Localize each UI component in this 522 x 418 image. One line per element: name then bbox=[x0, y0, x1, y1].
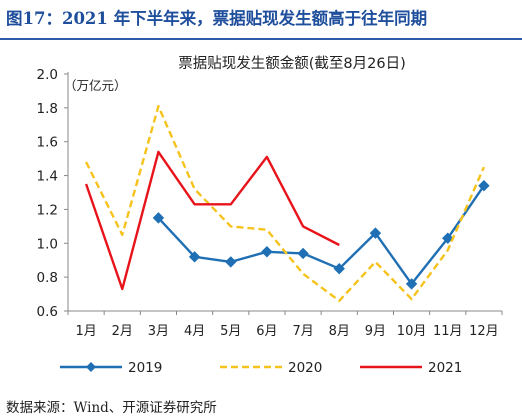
series-line-2021 bbox=[84, 150, 340, 291]
axes: 0.6 0.8 1.0 1.2 1.4 1.6 1.8 2.0 1月 2月 3月 4月 5月 6月 7月 8月… bbox=[37, 67, 503, 339]
series-layer bbox=[84, 105, 490, 302]
data-point-2019 bbox=[188, 251, 201, 263]
x-tick-label: 7月 bbox=[292, 324, 313, 339]
legend-marker-2019 bbox=[86, 362, 96, 372]
title-divider bbox=[0, 38, 522, 40]
x-tick-label: 2月 bbox=[112, 324, 133, 339]
data-point-2019 bbox=[225, 256, 237, 268]
legend-label-2021: 2021 bbox=[428, 360, 462, 376]
y-tick-label: 0.6 bbox=[37, 304, 58, 320]
y-tick-label: 2.0 bbox=[37, 67, 58, 83]
legend-label-2019: 2019 bbox=[128, 360, 162, 376]
source-note: 数据来源：Wind、开源证券研究所 bbox=[6, 400, 217, 416]
data-point-2019 bbox=[442, 232, 454, 244]
x-tick-label: 10月 bbox=[397, 324, 427, 339]
y-tick-label: 1.8 bbox=[37, 101, 58, 117]
data-point-2019 bbox=[261, 246, 273, 258]
figure-title: 图17：2021 年下半年来，票据贴现发生额高于往年同期 bbox=[6, 9, 428, 28]
y-tick-label: 1.6 bbox=[37, 135, 58, 151]
y-tick-label: 1.2 bbox=[37, 202, 58, 218]
legend: 2019 2020 2021 bbox=[60, 360, 462, 376]
x-tick-label: 3月 bbox=[148, 324, 169, 339]
data-point-2019 bbox=[297, 247, 309, 260]
legend-label-2020: 2020 bbox=[288, 360, 322, 376]
x-tick-label: 8月 bbox=[329, 324, 350, 339]
x-tick-label: 9月 bbox=[365, 324, 386, 339]
x-tick-label: 6月 bbox=[256, 324, 277, 339]
series-line-2019 bbox=[157, 185, 485, 286]
y-tick-label: 1.0 bbox=[37, 236, 58, 252]
x-tick-label: 11月 bbox=[433, 324, 463, 339]
data-point-2019 bbox=[478, 180, 490, 192]
x-tick-label: 5月 bbox=[220, 324, 241, 339]
y-tick-label: 0.8 bbox=[37, 270, 58, 286]
y-tick-label: 1.4 bbox=[37, 169, 58, 185]
x-tick-label: 1月 bbox=[75, 324, 96, 339]
data-point-2019 bbox=[405, 278, 418, 290]
x-tick-label: 4月 bbox=[184, 324, 205, 339]
data-point-2019 bbox=[369, 227, 382, 239]
y-axis-unit: （万亿元） bbox=[64, 78, 127, 93]
data-point-2019 bbox=[152, 212, 165, 224]
data-point-2019 bbox=[333, 262, 345, 275]
x-tick-label: 12月 bbox=[469, 324, 499, 339]
chart-title: 票据贴现发生额金额(截至8月26日) bbox=[178, 55, 406, 72]
series-line-2020 bbox=[85, 105, 486, 302]
